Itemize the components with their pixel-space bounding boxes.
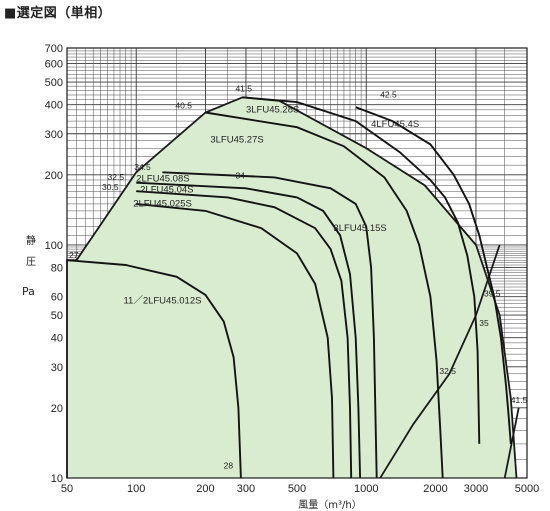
efficiency-curve xyxy=(503,407,520,479)
y-tick-label: 400 xyxy=(45,100,63,112)
y-tick-label: 40 xyxy=(51,333,63,345)
x-tick-label: 500 xyxy=(288,483,306,495)
series-label: 2LFU45.08S xyxy=(136,174,189,185)
axis-ticks: 50 100 200 300 500 1000 2000 3000 5000 10 20 30 40 50… xyxy=(45,43,540,511)
point-label: 32.5 xyxy=(439,366,456,376)
chart-labels: 11／2LFU45.012S 2LFU45.025S 2LFU45.04S2LFU4… xyxy=(69,84,528,471)
point-label: 40.5 xyxy=(175,101,192,111)
y-tick-label: 300 xyxy=(45,129,63,141)
y-tick-label: 100 xyxy=(45,240,63,252)
y-tick-label: 20 xyxy=(51,403,63,415)
y-tick-label: 10 xyxy=(51,473,63,485)
x-axis-title: 風量（m³/h） xyxy=(298,499,361,511)
y-tick-label: 700 xyxy=(45,43,63,55)
series-line xyxy=(205,111,444,479)
point-label: 27 xyxy=(69,250,79,260)
selection-region xyxy=(67,97,517,479)
series-label: 3LFU45.28S xyxy=(246,105,299,116)
x-tick-label: 200 xyxy=(196,483,214,495)
ylabel-line-3: Pa xyxy=(22,285,35,298)
x-tick-label: 100 xyxy=(127,483,145,495)
series-label: 3LFU45.27S xyxy=(210,135,263,146)
point-label: 32.5 xyxy=(108,172,125,182)
x-tick-label: 300 xyxy=(237,483,255,495)
plot-frame xyxy=(66,47,528,479)
y-tick-label: 500 xyxy=(45,77,63,89)
ylabel-line-2: 圧 xyxy=(26,257,36,268)
point-label: 39.5 xyxy=(484,289,501,299)
y-tick-label: 600 xyxy=(45,59,63,71)
point-label: 41.5 xyxy=(511,395,528,405)
point-label: 35 xyxy=(479,318,489,328)
series-label: 3LFU45.15S xyxy=(333,223,386,234)
series-line xyxy=(136,202,335,479)
series-line xyxy=(162,171,378,479)
page-title: ■選定図（単相） xyxy=(4,6,112,21)
series-line xyxy=(66,259,242,479)
x-tick-label: 5000 xyxy=(515,483,539,495)
series-lines xyxy=(66,96,512,479)
y-tick-label: 80 xyxy=(51,263,63,275)
point-label: 34.5 xyxy=(134,162,151,172)
point-label: 34 xyxy=(235,170,245,180)
y-tick-label: 30 xyxy=(51,362,63,374)
series-label: 11／2LFU45.012S xyxy=(123,296,201,307)
y-tick-label: 60 xyxy=(51,292,63,304)
series-line xyxy=(136,190,353,479)
x-tick-label: 3000 xyxy=(464,483,488,495)
series-label: 2LFU45.025S xyxy=(133,199,192,210)
ylabel-line-1: 静 xyxy=(26,236,36,247)
y-tick-label: 50 xyxy=(51,310,63,322)
series-label: 4LFU45.4S xyxy=(371,119,419,130)
efficiency-curve xyxy=(379,244,501,479)
point-label: 30.5 xyxy=(102,182,119,192)
plot-frame-rect xyxy=(66,47,528,479)
point-label: 28 xyxy=(224,460,234,470)
series-line xyxy=(355,106,512,444)
selection-region-fill xyxy=(67,97,517,479)
series-label: 2LFU45.04S xyxy=(140,184,193,195)
y-tick-label: 200 xyxy=(45,170,63,182)
x-tick-label: 2000 xyxy=(423,483,447,495)
x-tick-label: 50 xyxy=(61,483,73,495)
x-tick-label: 1000 xyxy=(354,483,378,495)
series-line xyxy=(136,181,362,479)
series-line xyxy=(242,96,481,444)
point-label: 42.5 xyxy=(380,89,397,99)
point-label: 41.5 xyxy=(235,84,252,94)
